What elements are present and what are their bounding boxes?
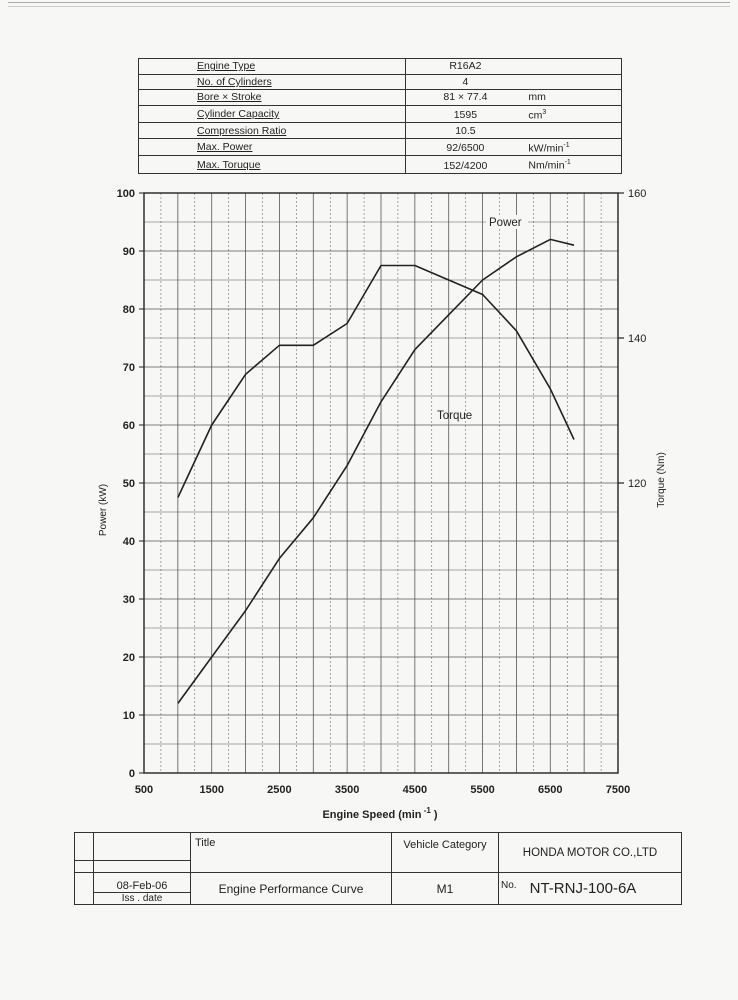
spec-value-cell: R16A2 [405, 58, 622, 75]
spec-value: 81 × 77.4 [443, 91, 488, 104]
spec-unit-text: cm [528, 109, 543, 122]
x-tick-label: 5500 [470, 784, 494, 796]
spec-unit-sup: -1 [563, 141, 570, 149]
spec-value-cell: 152/4200 Nm/min-1 [405, 155, 622, 174]
spec-value: 152/4200 [443, 159, 488, 172]
tb-cell [93, 860, 191, 873]
spec-label-text: Compression Ratio [197, 124, 287, 137]
x-axis-title: Engine Speed (min -1 ) [322, 806, 437, 821]
tb-cell [93, 832, 191, 861]
spec-row: Max. Power 92/6500 kW/min-1 [137, 137, 622, 157]
tb-issue-date-label: Iss . date [93, 892, 191, 905]
spec-row: Bore × Stroke 81 × 77.4 mm [137, 89, 622, 106]
tb-title-label: Title [190, 832, 392, 873]
y-axis-title-right: Torque (Nm) [656, 452, 667, 508]
spec-value: R16A2 [449, 60, 482, 73]
spec-value: 92/6500 [446, 142, 485, 155]
series-line-torque [177, 264, 575, 498]
chart-axes [139, 192, 624, 774]
series-label-torque: Torque [437, 410, 472, 422]
spec-label-text: Cylinder Capacity [197, 108, 280, 121]
spec-unit-text: mm [528, 91, 546, 104]
x-tick-label: 1500 [199, 784, 223, 796]
spec-label-text: No. of Cylinders [197, 75, 272, 88]
tb-cell [74, 860, 94, 873]
spec-label: No. of Cylinders [137, 73, 407, 91]
spec-label: Max. Power [137, 137, 407, 157]
spec-label: Bore × Stroke [137, 89, 407, 106]
spec-label-text: Max. Power [197, 141, 253, 154]
tb-no-label: No. [501, 880, 517, 891]
y-axis-title-left: Power (kW) [98, 484, 109, 536]
chart-grid [143, 192, 619, 774]
y-tick-label-left: 20 [123, 652, 135, 664]
y-tick-label-left: 70 [123, 362, 135, 374]
y-tick-label-right: 140 [628, 333, 646, 345]
x-tick-label: 7500 [606, 784, 630, 796]
spec-unit: mm [524, 90, 546, 104]
spec-label: Engine Type [137, 58, 407, 75]
y-tick-label-left: 30 [123, 594, 135, 606]
spec-label-text: Bore × Stroke [197, 91, 262, 104]
spec-label: Max. Toruque [137, 155, 407, 174]
spec-unit-sup: -1 [564, 159, 571, 167]
spec-unit: kW/min-1 [524, 139, 569, 156]
x-tick-label: 4500 [403, 784, 427, 796]
spec-value: 1595 [453, 109, 478, 122]
spec-unit-text: kW/min [528, 142, 564, 155]
tb-category-label: Vehicle Category [391, 832, 499, 873]
spec-unit-sup: 3 [542, 108, 547, 116]
y-tick-label-left: 80 [123, 304, 135, 316]
y-tick-label-right: 120 [628, 478, 646, 490]
spec-row: Compression Ratio 10.5 [137, 122, 622, 139]
series-line-power [177, 238, 575, 704]
spec-row: Cylinder Capacity 1595 cm3 [137, 104, 622, 124]
spec-label: Cylinder Capacity [137, 104, 407, 124]
tb-cell [74, 872, 94, 905]
x-tick-label: 500 [135, 784, 153, 796]
spec-value: 10.5 [455, 124, 476, 137]
y-tick-label-left: 100 [117, 188, 135, 200]
tb-company: HONDA MOTOR CO.,LTD [498, 832, 682, 873]
tb-cell [74, 832, 94, 861]
spec-value-cell: 1595 cm3 [405, 104, 622, 124]
spec-value: 4 [462, 75, 469, 88]
spec-unit: cm3 [524, 106, 546, 123]
spec-label-text: Engine Type [197, 60, 256, 73]
series-label-power: Power [489, 217, 522, 229]
chart-series [177, 238, 575, 704]
spec-value-cell: 4 [405, 73, 622, 91]
tb-doc-number: NT-RNJ-100-6A [529, 880, 637, 897]
y-tick-label-left: 40 [123, 536, 135, 548]
spec-value-cell: 81 × 77.4 mm [405, 89, 622, 106]
x-tick-label: 6500 [538, 784, 562, 796]
y-tick-label-left: 50 [123, 478, 135, 490]
tb-title-value: Engine Performance Curve [190, 872, 392, 905]
page-top-border [8, 2, 730, 7]
y-tick-label-left: 10 [123, 710, 135, 722]
spec-label-text: Max. Toruque [197, 158, 261, 171]
spec-row: Max. Toruque 152/4200 Nm/min-1 [137, 155, 622, 174]
y-tick-label-right: 160 [628, 188, 646, 200]
x-tick-label: 3500 [335, 784, 359, 796]
tb-category-value: M1 [391, 872, 499, 905]
chart-labels: 500 1500 2500 3500 4500 5500 6500 7500 0 10 20 30 40… [98, 188, 667, 821]
spec-row: Engine Type R16A2 [137, 58, 622, 75]
series-label-power-bg [486, 215, 528, 229]
x-tick-label: 2500 [267, 784, 291, 796]
spec-value-cell: 10.5 [405, 122, 622, 139]
y-tick-label-left: 60 [123, 420, 135, 432]
engine-spec-table: Engine Type R16A2 No. of Cylinders 4 Bore × … [137, 58, 622, 174]
spec-label: Compression Ratio [137, 122, 407, 139]
y-tick-label-left: 90 [123, 246, 135, 258]
tb-issue-date: 08-Feb-06 [93, 872, 191, 893]
spec-value-cell: 92/6500 kW/min-1 [405, 137, 622, 157]
spec-unit: Nm/min-1 [524, 156, 570, 173]
tb-number-cell: No. NT-RNJ-100-6A [498, 872, 682, 905]
spec-row: No. of Cylinders 4 [137, 73, 622, 91]
spec-unit-text: Nm/min [528, 159, 565, 172]
engine-performance-chart: 500 1500 2500 3500 4500 5500 6500 7500 0 10 20 30 40… [98, 188, 667, 821]
y-tick-label-left: 0 [129, 768, 135, 780]
title-block: Title Vehicle Category HONDA MOTOR CO.,L… [74, 832, 682, 905]
